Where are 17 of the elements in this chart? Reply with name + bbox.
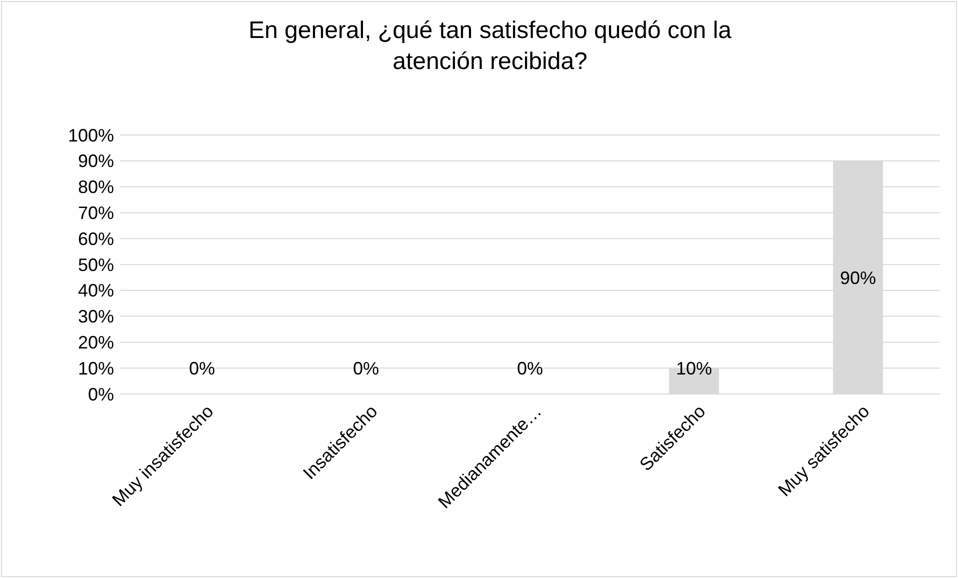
y-tick-label: 50% bbox=[78, 254, 114, 275]
y-tick-label: 60% bbox=[78, 228, 114, 249]
y-tick-label: 90% bbox=[78, 151, 114, 172]
data-label: 10% bbox=[676, 358, 712, 378]
y-tick-label: 40% bbox=[78, 280, 114, 301]
data-label: 0% bbox=[516, 358, 544, 378]
y-tick-label: 70% bbox=[78, 203, 114, 223]
y-tick-label: 100% bbox=[68, 125, 114, 146]
data-label: 0% bbox=[352, 358, 380, 378]
y-tick-label: 30% bbox=[78, 306, 114, 327]
data-label: 0% bbox=[188, 358, 216, 378]
y-tick-label: 10% bbox=[78, 358, 114, 378]
y-tick-label: 0% bbox=[88, 384, 114, 404]
y-tick-label: 80% bbox=[78, 177, 114, 198]
y-tick-label: 20% bbox=[78, 332, 114, 352]
chart-title: En general, ¿qué tan satisfecho quedó con la atención recibida? bbox=[248, 17, 732, 75]
data-label: 90% bbox=[840, 268, 876, 288]
